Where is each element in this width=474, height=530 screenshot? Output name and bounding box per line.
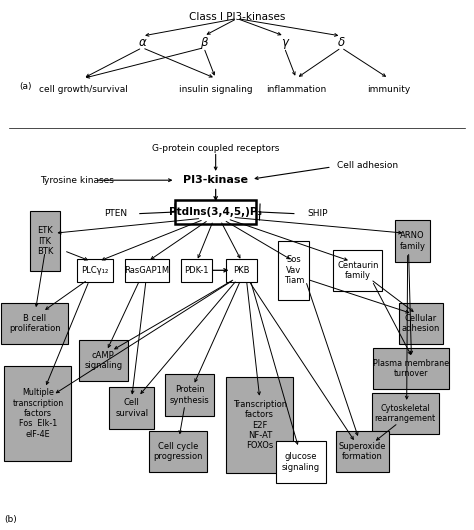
- Text: α: α: [138, 36, 146, 49]
- Text: Cytoskeletal
rearrangement: Cytoskeletal rearrangement: [375, 404, 436, 423]
- FancyBboxPatch shape: [399, 303, 443, 344]
- Text: Cell cycle
progression: Cell cycle progression: [153, 442, 202, 461]
- Text: PDK-1: PDK-1: [184, 266, 209, 275]
- Text: Multiple
transcription
factors
Fos  Elk-1
eIF-4E: Multiple transcription factors Fos Elk-1…: [12, 388, 64, 439]
- FancyBboxPatch shape: [77, 259, 112, 282]
- FancyBboxPatch shape: [79, 340, 128, 381]
- FancyBboxPatch shape: [226, 377, 293, 473]
- Text: Superoxide
formation: Superoxide formation: [339, 442, 386, 461]
- FancyBboxPatch shape: [374, 348, 449, 389]
- FancyBboxPatch shape: [109, 387, 154, 429]
- Text: (b): (b): [5, 515, 18, 524]
- Text: PtdIns(3,4,5,)P₃: PtdIns(3,4,5,)P₃: [169, 207, 262, 217]
- FancyBboxPatch shape: [372, 393, 439, 434]
- Text: ETK
ITK
BTK: ETK ITK BTK: [37, 226, 53, 256]
- FancyBboxPatch shape: [279, 241, 309, 300]
- Text: (a): (a): [19, 82, 31, 91]
- Text: insulin signaling: insulin signaling: [179, 85, 253, 94]
- Text: PLCγ₁₂: PLCγ₁₂: [81, 266, 109, 275]
- FancyBboxPatch shape: [125, 259, 169, 282]
- Text: Transcription
factors
E2F
NF-AT
FOXOs: Transcription factors E2F NF-AT FOXOs: [233, 400, 287, 450]
- FancyBboxPatch shape: [29, 211, 61, 271]
- FancyBboxPatch shape: [175, 200, 256, 224]
- FancyBboxPatch shape: [394, 220, 430, 262]
- Text: Sos
Vav
Tiam: Sos Vav Tiam: [284, 255, 304, 285]
- Text: glucose
signaling: glucose signaling: [282, 453, 320, 472]
- FancyBboxPatch shape: [165, 374, 214, 416]
- Text: γ: γ: [281, 36, 288, 49]
- Text: ARNO
family: ARNO family: [400, 232, 425, 251]
- Text: RasGAP1M: RasGAP1M: [124, 266, 170, 275]
- FancyBboxPatch shape: [333, 250, 383, 291]
- Text: Cellular
adhesion: Cellular adhesion: [402, 314, 440, 333]
- Text: PTEN: PTEN: [104, 209, 127, 218]
- FancyBboxPatch shape: [227, 259, 257, 282]
- Text: inflammation: inflammation: [266, 85, 327, 94]
- Text: β: β: [200, 36, 208, 49]
- FancyBboxPatch shape: [276, 441, 326, 483]
- FancyBboxPatch shape: [336, 431, 390, 472]
- Text: PKB: PKB: [234, 266, 250, 275]
- Text: cAMP
signaling: cAMP signaling: [84, 351, 122, 370]
- Text: Centaurin
family: Centaurin family: [337, 261, 379, 280]
- Text: immunity: immunity: [367, 85, 410, 94]
- Text: Plasma membrane
turnover: Plasma membrane turnover: [374, 359, 449, 378]
- Text: Cell adhesion: Cell adhesion: [337, 161, 398, 170]
- Text: Class I PI3-kinases: Class I PI3-kinases: [189, 12, 285, 22]
- FancyBboxPatch shape: [1, 303, 68, 344]
- Text: Cell
survival: Cell survival: [115, 399, 148, 418]
- Text: B cell
proliferation: B cell proliferation: [9, 314, 60, 333]
- Text: Protein
synthesis: Protein synthesis: [170, 385, 210, 404]
- Text: Tyrosine kinases: Tyrosine kinases: [40, 176, 114, 184]
- Text: PI3-kinase: PI3-kinase: [183, 175, 248, 185]
- FancyBboxPatch shape: [4, 366, 72, 461]
- Text: cell growth/survival: cell growth/survival: [38, 85, 128, 94]
- FancyBboxPatch shape: [181, 259, 212, 282]
- Text: G-protein coupled receptors: G-protein coupled receptors: [152, 144, 279, 153]
- FancyBboxPatch shape: [149, 431, 207, 472]
- Text: SHIP: SHIP: [307, 209, 328, 218]
- Text: δ: δ: [337, 36, 345, 49]
